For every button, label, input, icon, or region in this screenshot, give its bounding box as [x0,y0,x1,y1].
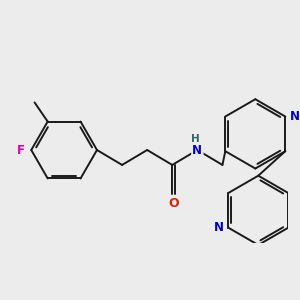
Text: N: N [192,143,203,157]
Text: N: N [290,110,300,123]
Text: F: F [16,143,25,157]
Text: N: N [214,221,224,234]
Text: H: H [190,134,199,144]
Text: O: O [168,197,179,210]
